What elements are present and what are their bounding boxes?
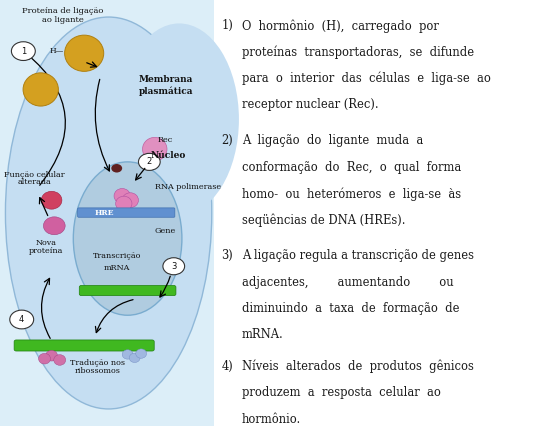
Text: receptor nuclear (Rec).: receptor nuclear (Rec). <box>242 98 378 112</box>
Text: 4): 4) <box>222 360 233 373</box>
Text: O  hormônio  (H),  carregado  por: O hormônio (H), carregado por <box>242 19 439 33</box>
Circle shape <box>138 153 160 170</box>
Text: adjacentes,        aumentando        ou: adjacentes, aumentando ou <box>242 276 453 289</box>
Ellipse shape <box>119 23 239 215</box>
Ellipse shape <box>39 353 50 364</box>
Text: mRNA.: mRNA. <box>242 328 283 342</box>
Text: conformação  do  Rec,  o  qual  forma: conformação do Rec, o qual forma <box>242 161 461 174</box>
Circle shape <box>163 258 185 275</box>
Text: Nova: Nova <box>36 239 56 247</box>
Ellipse shape <box>43 217 65 235</box>
Text: Membrana
plasmática: Membrana plasmática <box>138 75 193 95</box>
Text: proteína: proteína <box>29 247 64 255</box>
Text: proteínas  transportadoras,  se  difunde: proteínas transportadoras, se difunde <box>242 46 473 59</box>
Text: RNA polimerase: RNA polimerase <box>155 184 221 191</box>
FancyBboxPatch shape <box>78 208 175 217</box>
Circle shape <box>11 42 35 60</box>
Text: Gene: Gene <box>155 227 176 235</box>
FancyBboxPatch shape <box>14 340 154 351</box>
Text: ao ligante: ao ligante <box>42 16 83 23</box>
Ellipse shape <box>114 188 130 203</box>
Ellipse shape <box>73 162 182 315</box>
Text: Núcleo: Núcleo <box>150 151 186 160</box>
Text: alterada: alterada <box>17 178 51 186</box>
Ellipse shape <box>122 350 133 359</box>
Text: 3): 3) <box>222 249 233 262</box>
Text: 1): 1) <box>222 19 233 32</box>
Ellipse shape <box>54 354 66 366</box>
Circle shape <box>111 164 122 173</box>
FancyBboxPatch shape <box>79 285 176 296</box>
Ellipse shape <box>116 196 132 211</box>
Ellipse shape <box>122 193 138 208</box>
Circle shape <box>10 310 34 329</box>
Text: Proteína de ligação: Proteína de ligação <box>22 7 103 14</box>
Text: para  o  interior  das  células  e  liga-se  ao: para o interior das células e liga-se ao <box>242 72 490 86</box>
Text: A  ligação  do  ligante  muda  a: A ligação do ligante muda a <box>242 134 423 147</box>
Text: A ligação regula a transcrição de genes: A ligação regula a transcrição de genes <box>242 249 473 262</box>
Text: H—: H— <box>50 47 64 55</box>
Text: diminuindo  a  taxa  de  formação  de: diminuindo a taxa de formação de <box>242 302 459 315</box>
Ellipse shape <box>65 35 104 71</box>
Text: hormônio.: hormônio. <box>242 413 301 426</box>
Text: seqüências de DNA (HREs).: seqüências de DNA (HREs). <box>242 213 405 227</box>
Text: Rec: Rec <box>157 136 173 144</box>
Ellipse shape <box>136 349 147 358</box>
Text: homo-  ou  heterómeros  e  liga-se  às: homo- ou heterómeros e liga-se às <box>242 187 461 201</box>
Text: Níveis  alterados  de  produtos  gênicos: Níveis alterados de produtos gênicos <box>242 360 473 374</box>
Text: Tradução nos: Tradução nos <box>70 360 125 367</box>
Text: Função celular: Função celular <box>4 171 65 178</box>
Text: Transcrição: Transcrição <box>92 253 141 260</box>
Ellipse shape <box>46 350 58 361</box>
Text: ribossomos: ribossomos <box>75 368 121 375</box>
Ellipse shape <box>23 73 59 106</box>
Ellipse shape <box>41 191 62 209</box>
Ellipse shape <box>129 353 140 363</box>
Ellipse shape <box>142 137 167 161</box>
Text: HRE: HRE <box>95 209 115 216</box>
Text: 4: 4 <box>19 315 24 324</box>
Text: produzem  a  resposta  celular  ao: produzem a resposta celular ao <box>242 386 440 400</box>
Text: 2: 2 <box>147 157 152 167</box>
Text: 1: 1 <box>21 46 26 56</box>
FancyBboxPatch shape <box>0 0 214 426</box>
Text: 3: 3 <box>171 262 176 271</box>
Text: 2): 2) <box>222 134 233 147</box>
Ellipse shape <box>5 17 212 409</box>
Text: mRNA: mRNA <box>104 265 130 272</box>
